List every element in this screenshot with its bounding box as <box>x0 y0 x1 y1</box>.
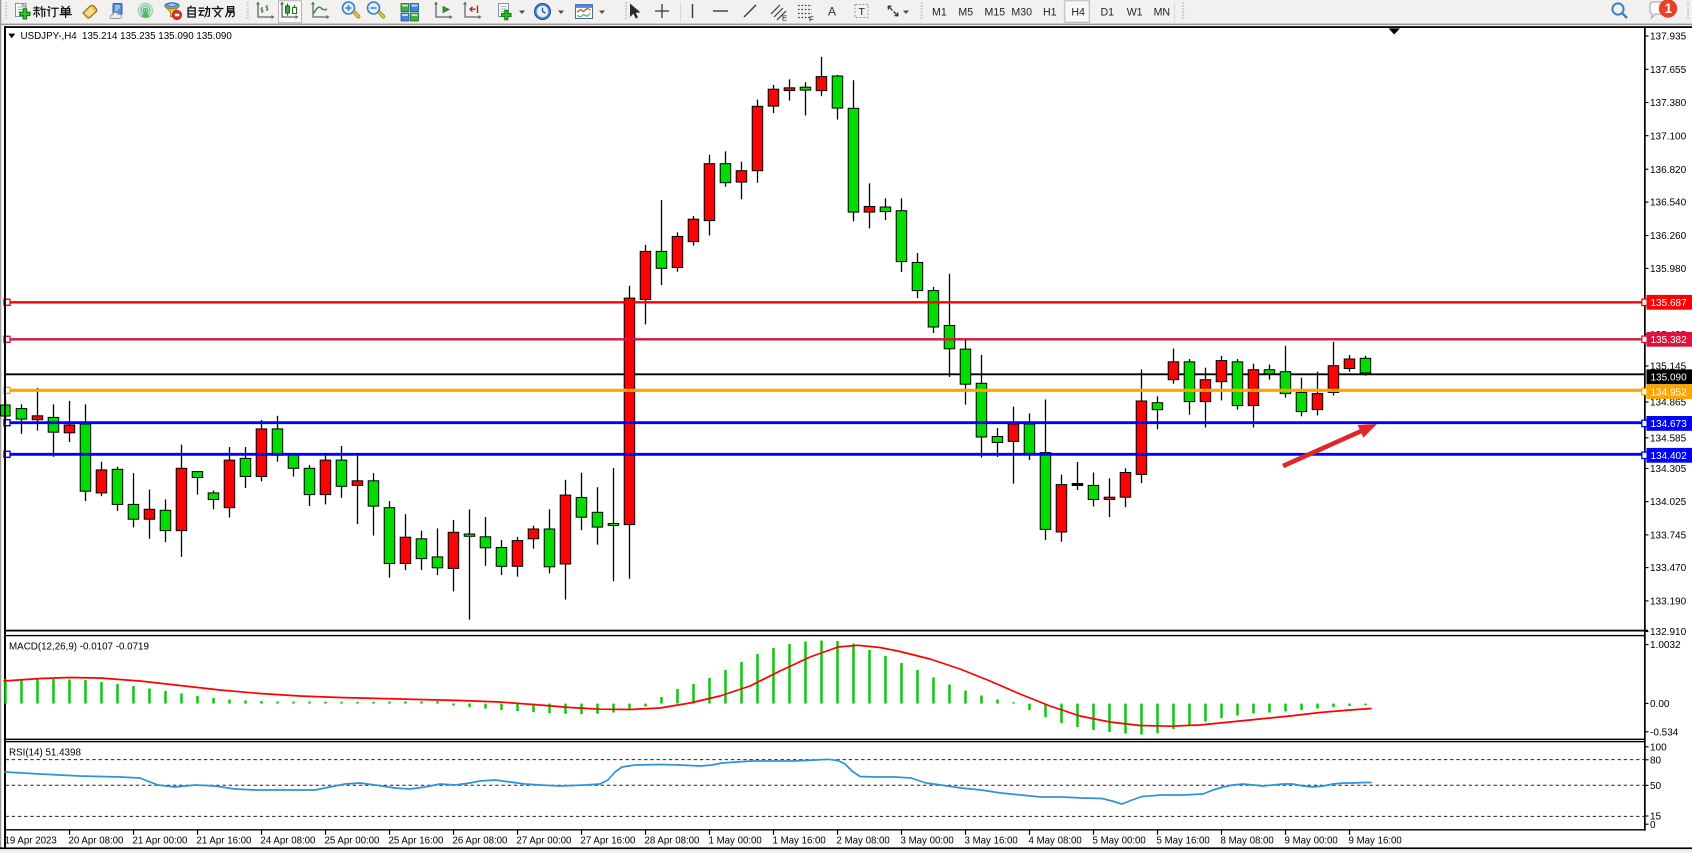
svg-text:135.382: 135.382 <box>1651 335 1688 346</box>
svg-text:E: E <box>782 14 787 23</box>
svg-text:137.380: 137.380 <box>1650 98 1687 109</box>
svg-text:20 Apr 08:00: 20 Apr 08:00 <box>69 835 125 846</box>
svg-text:9 May 16:00: 9 May 16:00 <box>1349 835 1403 846</box>
svg-text:134.865: 134.865 <box>1650 398 1687 409</box>
svg-text:21 Apr 00:00: 21 Apr 00:00 <box>133 835 189 846</box>
svg-text:80: 80 <box>1650 755 1662 766</box>
svg-text:1 May 16:00: 1 May 16:00 <box>773 835 827 846</box>
svg-text:T: T <box>859 6 866 18</box>
svg-text:8 May 08:00: 8 May 08:00 <box>1221 835 1275 846</box>
svg-text:26 Apr 08:00: 26 Apr 08:00 <box>453 835 509 846</box>
svg-text:134.025: 134.025 <box>1650 497 1687 508</box>
svg-text:27 Apr 16:00: 27 Apr 16:00 <box>581 835 637 846</box>
svg-text:H1: H1 <box>1043 6 1057 18</box>
svg-text:135.687: 135.687 <box>1651 298 1688 309</box>
svg-text:3 May 00:00: 3 May 00:00 <box>901 835 955 846</box>
svg-text:-0.534: -0.534 <box>1650 727 1679 738</box>
svg-text:135.145: 135.145 <box>1650 362 1687 373</box>
svg-text:137.100: 137.100 <box>1650 131 1687 142</box>
svg-text:132.910: 132.910 <box>1650 627 1687 638</box>
svg-text:USDJPY-,H4: USDJPY-,H4 <box>21 31 78 42</box>
svg-text:133.190: 133.190 <box>1650 597 1687 608</box>
svg-text:134.585: 134.585 <box>1650 433 1687 444</box>
svg-text:0.00: 0.00 <box>1650 699 1670 710</box>
svg-text:25 Apr 00:00: 25 Apr 00:00 <box>325 835 381 846</box>
svg-text:25 Apr 16:00: 25 Apr 16:00 <box>389 835 445 846</box>
svg-text:D1: D1 <box>1101 6 1115 18</box>
svg-text:2 May 08:00: 2 May 08:00 <box>837 835 891 846</box>
svg-text:19 Apr 2023: 19 Apr 2023 <box>5 835 57 846</box>
svg-text:M5: M5 <box>958 6 973 18</box>
svg-text:M15: M15 <box>985 6 1006 18</box>
svg-text:134.402: 134.402 <box>1651 451 1688 462</box>
svg-text:134.952: 134.952 <box>1651 387 1688 398</box>
svg-text:3 May 16:00: 3 May 16:00 <box>965 835 1019 846</box>
svg-text:136.820: 136.820 <box>1650 165 1687 176</box>
svg-text:135.980: 135.980 <box>1650 264 1687 275</box>
svg-text:4 May 08:00: 4 May 08:00 <box>1029 835 1083 846</box>
svg-text:100: 100 <box>1650 742 1667 753</box>
svg-text:28 Apr 08:00: 28 Apr 08:00 <box>645 835 701 846</box>
svg-text:RSI(14) 51.4398: RSI(14) 51.4398 <box>9 748 81 759</box>
svg-text:MACD(12,26,9) -0.0107 -0.0719: MACD(12,26,9) -0.0107 -0.0719 <box>9 642 149 653</box>
svg-text:H4: H4 <box>1071 6 1085 18</box>
svg-text:135.214 135.235 135.090 135.09: 135.214 135.235 135.090 135.090 <box>82 31 232 42</box>
svg-text:135.090: 135.090 <box>1651 373 1688 384</box>
svg-text:MN: MN <box>1154 6 1170 18</box>
svg-text:1: 1 <box>1665 1 1673 16</box>
svg-text:W1: W1 <box>1127 6 1143 18</box>
svg-text:21 Apr 16:00: 21 Apr 16:00 <box>197 835 253 846</box>
svg-text:133.745: 133.745 <box>1650 531 1687 542</box>
svg-text:134.673: 134.673 <box>1651 419 1688 430</box>
svg-text:F: F <box>809 15 814 24</box>
svg-text:M30: M30 <box>1011 6 1032 18</box>
svg-text:137.655: 137.655 <box>1650 65 1687 76</box>
svg-text:A: A <box>828 5 836 19</box>
svg-text:24 Apr 08:00: 24 Apr 08:00 <box>261 835 317 846</box>
svg-text:133.470: 133.470 <box>1650 563 1687 574</box>
svg-text:M1: M1 <box>932 6 947 18</box>
svg-text:1 May 00:00: 1 May 00:00 <box>709 835 763 846</box>
svg-text:50: 50 <box>1650 781 1662 792</box>
svg-text:9 May 00:00: 9 May 00:00 <box>1285 835 1339 846</box>
svg-text:137.935: 137.935 <box>1650 32 1687 43</box>
svg-text:1.0032: 1.0032 <box>1650 640 1681 651</box>
svg-text:134.305: 134.305 <box>1650 464 1687 475</box>
svg-text:5 May 00:00: 5 May 00:00 <box>1093 835 1147 846</box>
svg-text:5 May 16:00: 5 May 16:00 <box>1157 835 1211 846</box>
svg-text:15: 15 <box>1650 812 1662 823</box>
svg-text:0: 0 <box>1650 820 1656 831</box>
svg-text:27 Apr 00:00: 27 Apr 00:00 <box>517 835 573 846</box>
svg-text:136.540: 136.540 <box>1650 198 1687 209</box>
svg-text:136.260: 136.260 <box>1650 231 1687 242</box>
